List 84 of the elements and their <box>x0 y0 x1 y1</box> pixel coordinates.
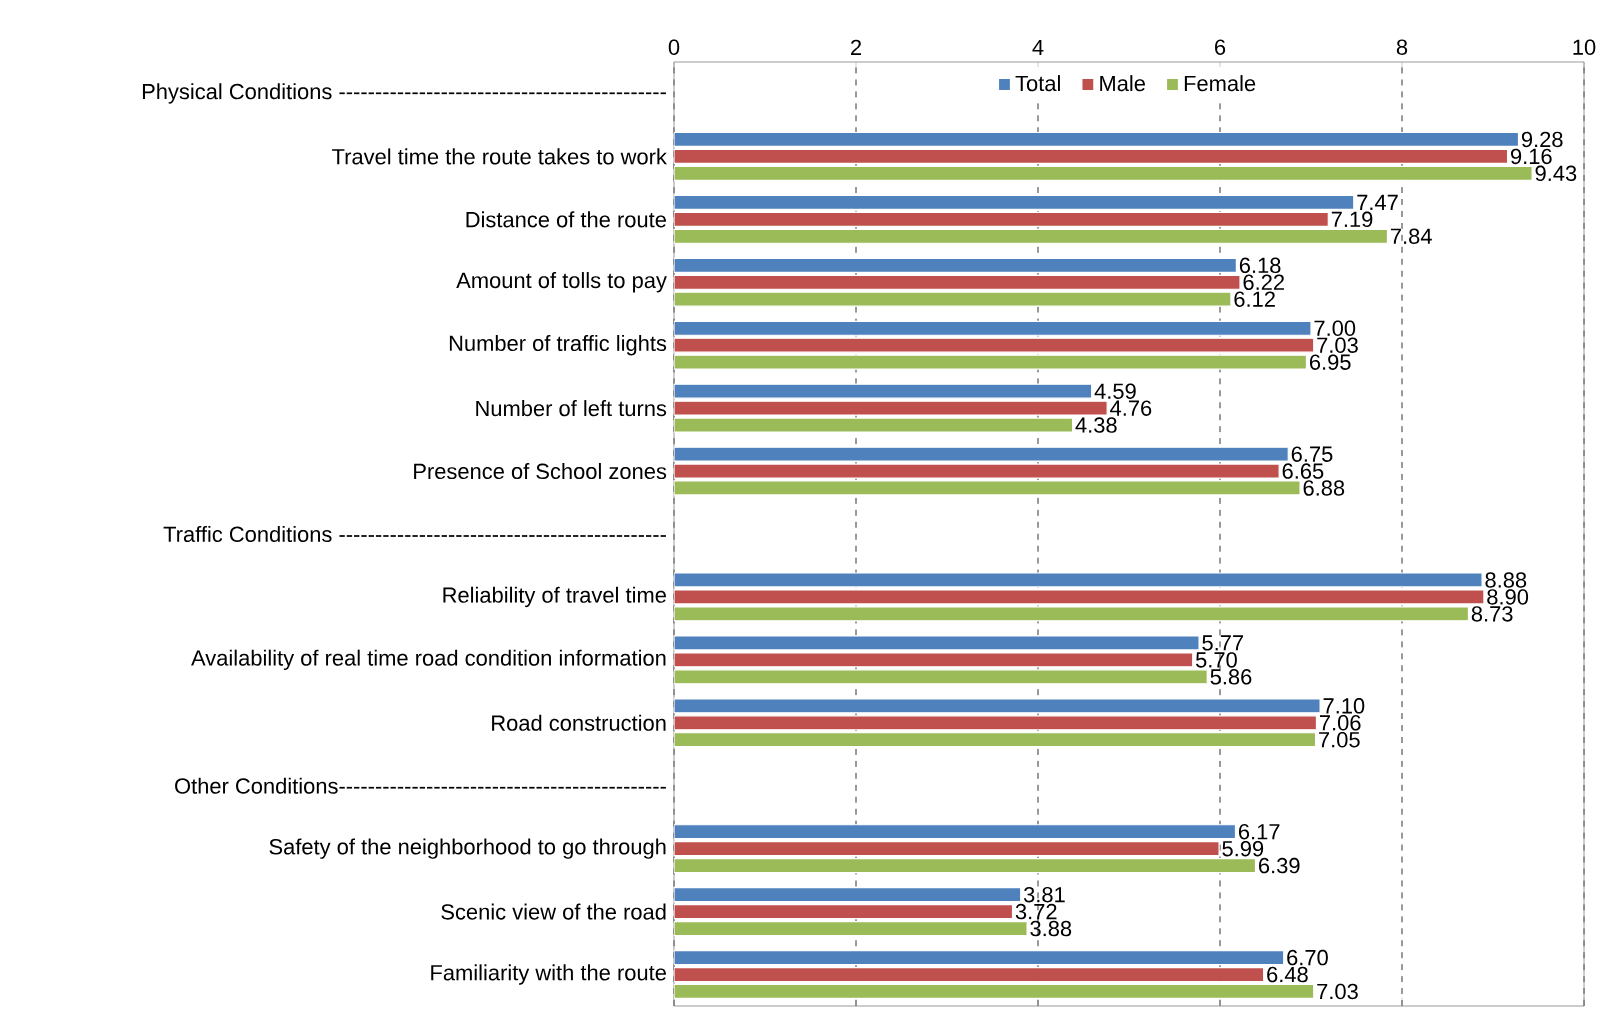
x-tick-label: 0 <box>668 39 680 55</box>
bar <box>674 257 1237 273</box>
data-label: 7.19 <box>1331 211 1373 228</box>
data-label: 7.05 <box>1319 732 1360 748</box>
bar <box>674 131 1520 148</box>
y-tick-label: Road construction <box>492 714 666 731</box>
bar <box>674 841 1220 857</box>
y-tick-label: Other Conditions--------------------------------------------- <box>175 777 666 794</box>
bar <box>674 165 1533 181</box>
x-tick-label: 10 <box>1573 39 1596 55</box>
data-label: 6.12 <box>1234 291 1275 307</box>
bar <box>674 228 1389 244</box>
data-label: 7.10 <box>1323 698 1365 714</box>
data-label: 6.18 <box>1239 257 1281 274</box>
data-label: 7.06 <box>1319 715 1361 731</box>
bar <box>674 920 1028 937</box>
y-tick-label: Traffic Conditions --------------------------------------------- <box>163 525 666 543</box>
data-label: 6.88 <box>1303 480 1345 496</box>
bar <box>674 320 1312 336</box>
y-tick-label: Availability of real time road condition information <box>191 649 666 671</box>
bar <box>674 383 1093 399</box>
bar <box>674 966 1265 983</box>
y-tick-label: Amount of tolls to pay <box>456 272 667 293</box>
data-label: 6.65 <box>1282 463 1324 479</box>
legend-label: Total <box>1015 75 1060 92</box>
data-label: 5.70 <box>1195 652 1237 668</box>
bar <box>674 337 1315 353</box>
legend-label: Male <box>1100 75 1145 92</box>
bar <box>674 732 1317 748</box>
x-tick-label: 8 <box>1396 39 1408 55</box>
bar <box>674 983 1315 1000</box>
x-tick-label: 6 <box>1215 39 1226 55</box>
bar <box>674 148 1509 164</box>
data-label: 6.95 <box>1309 354 1351 370</box>
data-label: 3.81 <box>1023 886 1065 903</box>
y-tick-label: Scenic view of the road <box>441 903 666 920</box>
bar <box>674 824 1237 840</box>
y-tick-label: Familiarity with the route <box>431 964 666 985</box>
y-tick-label: Travel time the route takes to work <box>332 148 667 165</box>
y-tick-label: Physical Conditions --------------------------------------------- <box>142 83 666 104</box>
x-tick-label: 4 <box>1032 39 1044 55</box>
data-label: 4.38 <box>1075 417 1117 433</box>
bar <box>674 291 1232 307</box>
data-label: 7.84 <box>1390 228 1432 245</box>
data-label: 7.47 <box>1357 194 1398 210</box>
data-label: 6.22 <box>1243 274 1284 291</box>
bar <box>674 194 1355 210</box>
data-label: 7.00 <box>1314 320 1356 337</box>
y-tick-label: Safety of the neighborhood to go through <box>269 838 666 859</box>
bar <box>674 211 1329 227</box>
data-label: 4.76 <box>1110 400 1152 416</box>
bar <box>674 858 1257 874</box>
bar <box>674 274 1241 290</box>
data-label: 9.16 <box>1511 148 1552 165</box>
data-label: 3.72 <box>1015 903 1057 920</box>
data-label: 6.70 <box>1287 949 1328 966</box>
data-label: 4.59 <box>1094 383 1136 399</box>
data-label: 5.99 <box>1222 840 1264 857</box>
data-label: 5.77 <box>1202 635 1244 651</box>
data-label: 6.17 <box>1238 823 1280 840</box>
data-label: 8.73 <box>1471 606 1513 622</box>
y-tick-label: Distance of the route <box>466 211 666 228</box>
y-tick-label: Presence of School zones <box>414 463 667 480</box>
data-label: 8.90 <box>1487 589 1529 605</box>
data-label: 6.39 <box>1259 857 1300 874</box>
bar <box>674 887 1022 903</box>
x-tick-label: 2 <box>851 39 861 55</box>
bar <box>674 950 1285 966</box>
data-label: 7.03 <box>1317 983 1358 1000</box>
data-label: 6.48 <box>1267 966 1308 983</box>
data-label: 9.43 <box>1535 165 1577 182</box>
bar <box>674 669 1208 685</box>
data-label: 9.28 <box>1521 131 1563 148</box>
y-tick-label: Reliability of travel time <box>443 586 666 608</box>
data-label: 7.03 <box>1317 337 1358 353</box>
data-label: 5.86 <box>1210 669 1252 685</box>
legend-label: Female <box>1184 75 1256 92</box>
y-tick-label: Number of traffic lights <box>449 334 667 356</box>
bar <box>674 715 1318 731</box>
data-label: 3.88 <box>1030 920 1072 937</box>
data-label: 8.88 <box>1485 572 1527 588</box>
y-tick-label: Number of left turns <box>476 400 667 417</box>
data-label: 6.75 <box>1291 446 1333 462</box>
bar <box>674 904 1014 920</box>
